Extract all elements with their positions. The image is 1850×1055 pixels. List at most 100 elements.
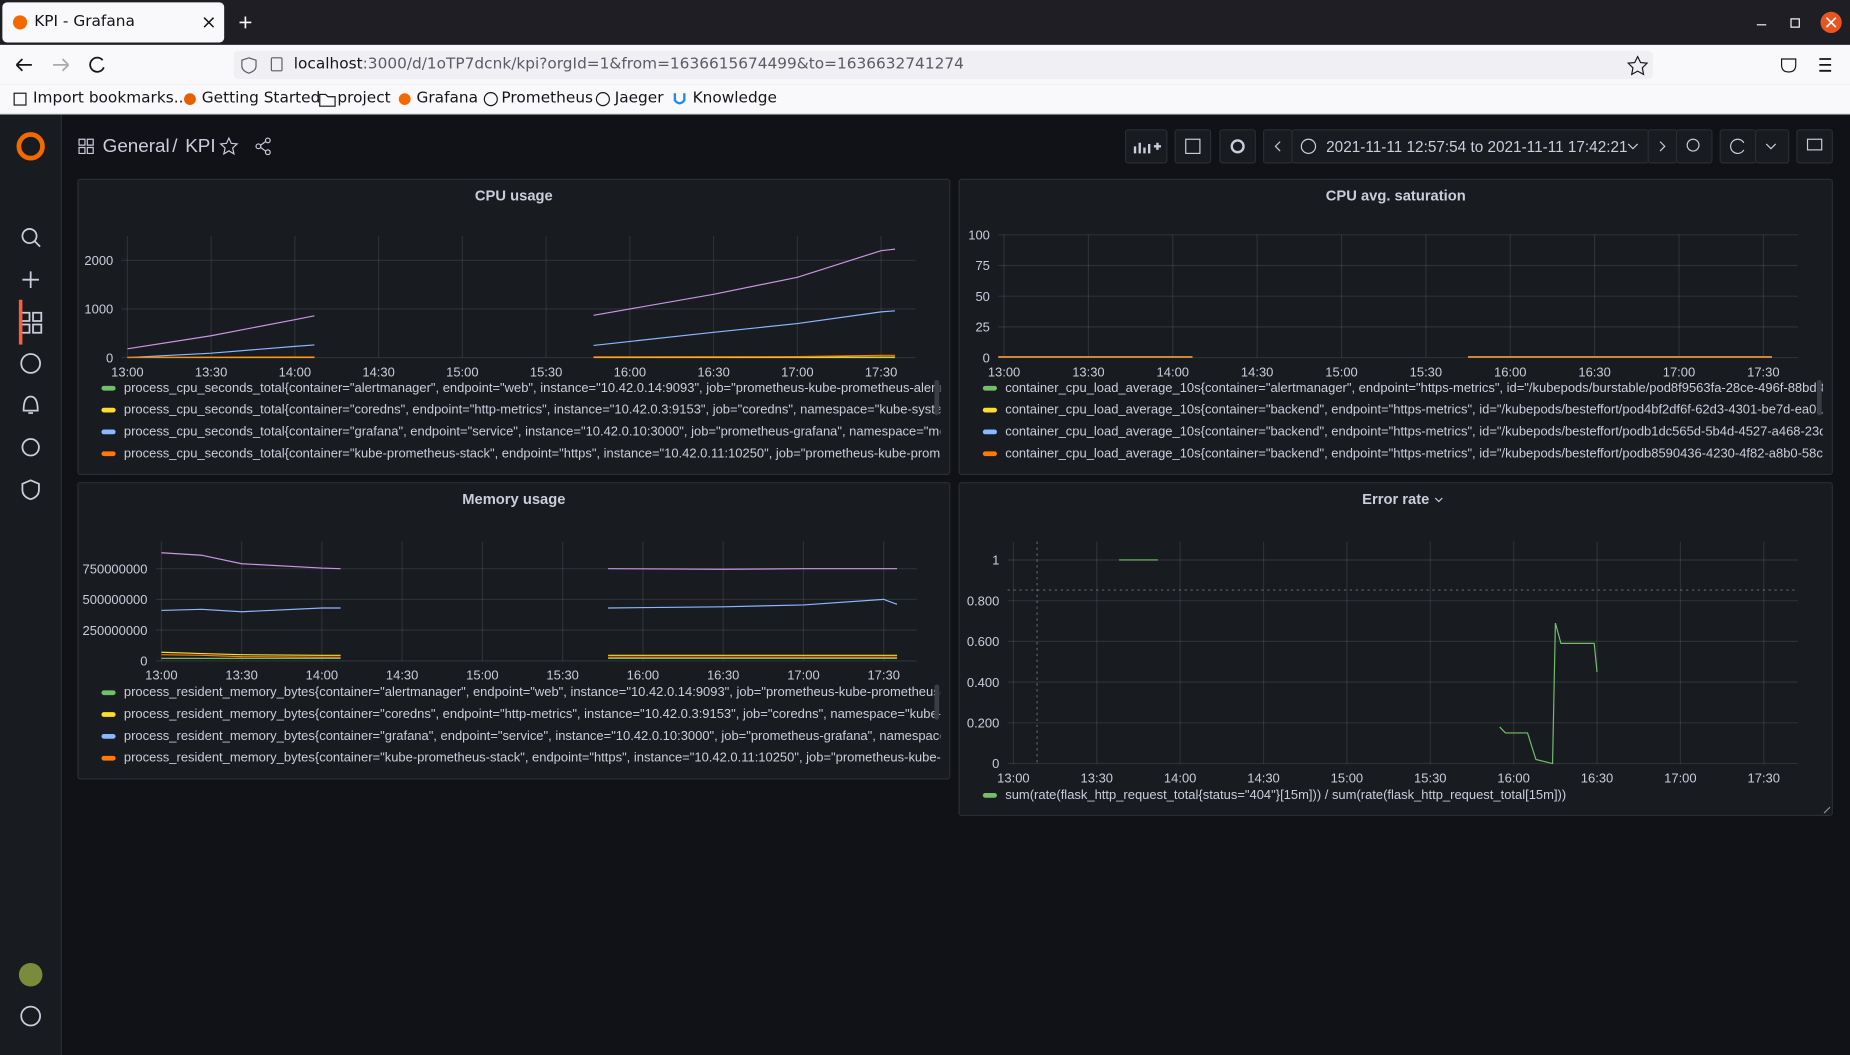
icon [184,93,196,106]
y-tick-label: 75 [975,258,989,273]
x-tick-label: 13:00 [145,668,177,683]
dashboard-title[interactable]: KPI [185,135,215,156]
url-path: :3000/d/1oTP7dcnk/kpi?orgId=1&from=16366… [362,55,964,74]
settings[interactable] [1219,129,1256,164]
tab-icons [12,15,215,30]
help[interactable] [20,1005,41,1027]
panel [77,178,951,475]
legend-swatch [101,429,116,435]
legend-scrollbar [1816,379,1822,416]
share[interactable] [255,137,271,156]
url-bar[interactable]: localhost:3000/d/1oTP7dcnk/kpi?orgId=1&f… [233,50,1653,80]
add-panel[interactable] [1124,129,1168,164]
dashboards[interactable] [20,311,43,334]
time-range: 2021-11-11 12:57:54 to 2021-11-11 17:42:… [1326,139,1627,156]
legend-swatch [982,407,997,413]
legend-label: container_cpu_load_average_10s{container… [1005,380,1850,395]
star[interactable] [219,136,239,156]
x-tick-label: 13:00 [111,364,143,379]
forward[interactable] [53,58,70,72]
menu[interactable] [1819,58,1832,72]
alerting[interactable] [22,395,39,414]
legend-label: process_resident_memory_bytes{container=… [124,728,998,743]
back[interactable] [15,58,32,72]
tv-icon [1806,138,1823,151]
legend-swatch [101,734,116,739]
avatar[interactable] [18,962,43,987]
icon [13,92,27,106]
panel-title: Memory usage [462,492,565,508]
x-tick-label: 14:00 [1157,364,1189,379]
x-tick-label: 14:30 [1241,364,1273,379]
sidebar-icons [20,228,43,1027]
bookmark[interactable]: Getting Started [201,89,321,108]
series-line [161,654,898,658]
explore[interactable] [20,353,41,374]
window-controls [239,11,1842,34]
breadcrumb-folder[interactable]: General [103,135,170,156]
y-tick-label: 500000000 [83,592,148,607]
legend-label: process_resident_memory_bytes{container=… [124,684,995,699]
x-tick-label: 17:00 [1663,364,1695,379]
search[interactable] [21,228,38,244]
x-tick-label: 15:30 [1410,364,1442,379]
zoom-out[interactable] [1675,129,1713,164]
x-tick-label: 17:30 [865,364,897,379]
series-line [1119,559,1598,765]
reload[interactable] [89,56,105,73]
legend-swatch [982,793,997,798]
legend-swatch [101,451,116,457]
x-tick-label: 16:00 [627,668,659,683]
legend: container_cpu_load_average_10s{container… [982,380,1850,460]
x-tick-label: 14:30 [1247,770,1279,785]
panel-title: Error rate [1362,492,1429,508]
pocket[interactable] [1780,58,1797,73]
refresh-interval[interactable] [1755,129,1790,164]
x-tick-label: 16:30 [1578,364,1610,379]
legend: sum(rate(flask_http_request_total{status… [982,787,1566,802]
tab[interactable]: KPI - Grafana [2,2,225,43]
configuration[interactable] [21,438,40,457]
bookmark[interactable]: Import bookmarks... [33,89,189,108]
bookmark[interactable]: Prometheus [501,89,594,108]
bookmark[interactable]: Grafana [416,89,479,108]
x-tick-label: 17:00 [1664,770,1696,785]
x-tick-label: 13:30 [195,364,227,379]
icon [673,93,686,105]
y-tick-label: 250000000 [83,623,148,638]
grafana-logo[interactable] [16,132,45,161]
legend-swatch [101,407,116,413]
new-tab[interactable] [239,16,252,29]
time-back[interactable] [1263,129,1293,164]
toolbar: 2021-11-11 12:57:54 to 2021-11-11 17:42:… [1124,129,1833,164]
refresh[interactable] [1719,129,1757,164]
save[interactable] [1174,129,1212,164]
bookmark[interactable]: Jaeger [614,89,664,108]
x-tick-label: 13:30 [1072,364,1104,379]
maximize[interactable] [1790,18,1800,28]
time-forward[interactable] [1647,129,1678,164]
y-tick-label: 0.600 [967,634,999,649]
legend-label: process_cpu_seconds_total{container="gra… [124,423,997,438]
x-tick-label: 14:00 [306,668,338,683]
close-x [1825,17,1837,28]
tv-mode[interactable] [1796,129,1833,164]
close-tab[interactable] [203,17,215,28]
x-tick-label: 17:30 [867,668,899,683]
legend-label: process_cpu_seconds_total{container="cor… [124,402,999,417]
bookmark[interactable]: Knowledge [692,89,777,108]
x-tick-label: 15:00 [466,668,498,683]
y-tick-label: 100 [968,228,990,243]
zoom-icon [1686,138,1700,152]
server-admin[interactable] [21,479,40,501]
create[interactable] [22,271,39,288]
legend-scrollbar [934,379,940,416]
refresh-icon [1730,138,1745,154]
legend-label: sum(rate(flask_http_request_total{status… [1005,787,1566,802]
favicon [12,15,28,30]
bookmark[interactable]: project [337,89,391,108]
close-window[interactable] [1820,11,1842,34]
y-tick-label: 50 [975,289,989,304]
active-indicator [18,299,23,345]
